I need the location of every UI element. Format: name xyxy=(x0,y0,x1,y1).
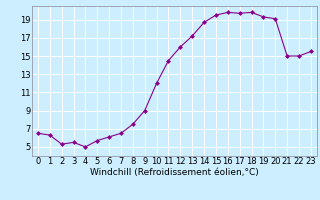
X-axis label: Windchill (Refroidissement éolien,°C): Windchill (Refroidissement éolien,°C) xyxy=(90,168,259,177)
